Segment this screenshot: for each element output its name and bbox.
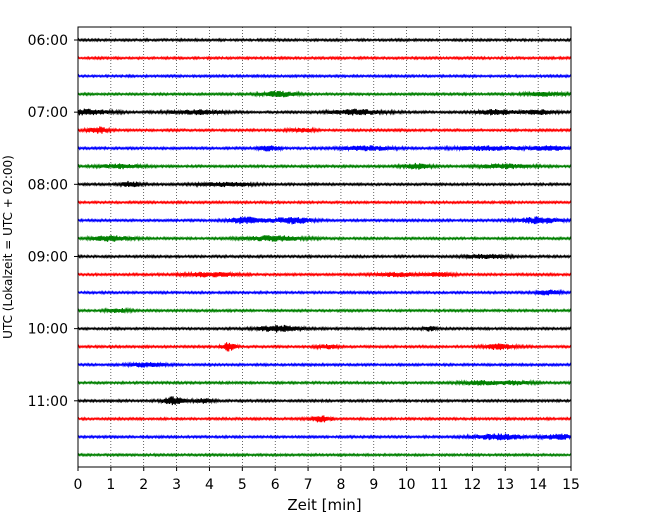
seismogram-trace [77, 433, 572, 441]
y-tick-label: 08:00 [28, 177, 68, 193]
plot-area-frame [77, 26, 572, 468]
x-tick-label: 11 [431, 477, 449, 493]
x-tick-label: 5 [238, 477, 247, 493]
seismogram-trace [77, 270, 572, 279]
y-tick-label: 06:00 [28, 33, 68, 49]
seismogram-trace [77, 90, 572, 98]
seismogram-trace [77, 216, 572, 225]
x-tick-label: 4 [205, 477, 214, 493]
x-tick-label: 12 [463, 477, 481, 493]
y-tick-label: 09:00 [28, 249, 68, 265]
seismogram-trace [77, 180, 572, 188]
seismogram-trace [77, 108, 572, 116]
x-tick-label: 13 [496, 477, 514, 493]
seismogram-trace [77, 415, 572, 423]
seismogram-trace [77, 452, 572, 458]
seismogram-trace [77, 199, 572, 205]
y-axis-ticks: 06:00 07:00 08:00 09:00 10:00 11:00 [28, 33, 78, 410]
seismogram-trace [77, 379, 572, 387]
y-tick-label: 11:00 [28, 394, 68, 410]
seismogram-trace [77, 324, 572, 333]
seismogram-trace [77, 234, 572, 243]
x-tick-label: 7 [304, 477, 313, 493]
x-tick-label: 0 [74, 477, 83, 493]
x-tick-label: 6 [271, 477, 280, 493]
x-tick-label: 1 [106, 477, 115, 493]
seismogram-traces [77, 37, 572, 458]
seismogram-trace [77, 37, 572, 43]
x-tick-label: 10 [398, 477, 416, 493]
seismogram-trace [77, 253, 572, 261]
vertical-grid [110, 27, 539, 467]
x-tick-label: 2 [139, 477, 148, 493]
seismogram-trace [77, 162, 572, 171]
seismogram-trace [77, 126, 572, 134]
y-tick-label: 07:00 [28, 105, 68, 121]
seismogram-trace [77, 288, 572, 297]
seismogram-trace [77, 361, 572, 369]
seismogram-trace [77, 342, 572, 352]
x-tick-label: 14 [529, 477, 547, 493]
y-axis-label: UTC (Lokalzeit = UTC + 02:00) [1, 155, 15, 339]
seismogram-trace [77, 55, 572, 61]
seismogram-trace [77, 396, 572, 406]
seismogram-trace [77, 306, 572, 314]
x-axis-ticks: 0 1 2 3 4 5 6 7 8 9 10 11 12 13 14 15 [74, 467, 580, 493]
seismogram-trace [77, 144, 572, 152]
seismogram-trace [77, 73, 572, 79]
x-tick-label: 8 [336, 477, 345, 493]
x-axis-label: Zeit [min] [287, 496, 361, 514]
x-tick-label: 3 [172, 477, 181, 493]
x-tick-label: 15 [562, 477, 580, 493]
y-tick-label: 10:00 [28, 322, 68, 338]
x-tick-label: 9 [369, 477, 378, 493]
